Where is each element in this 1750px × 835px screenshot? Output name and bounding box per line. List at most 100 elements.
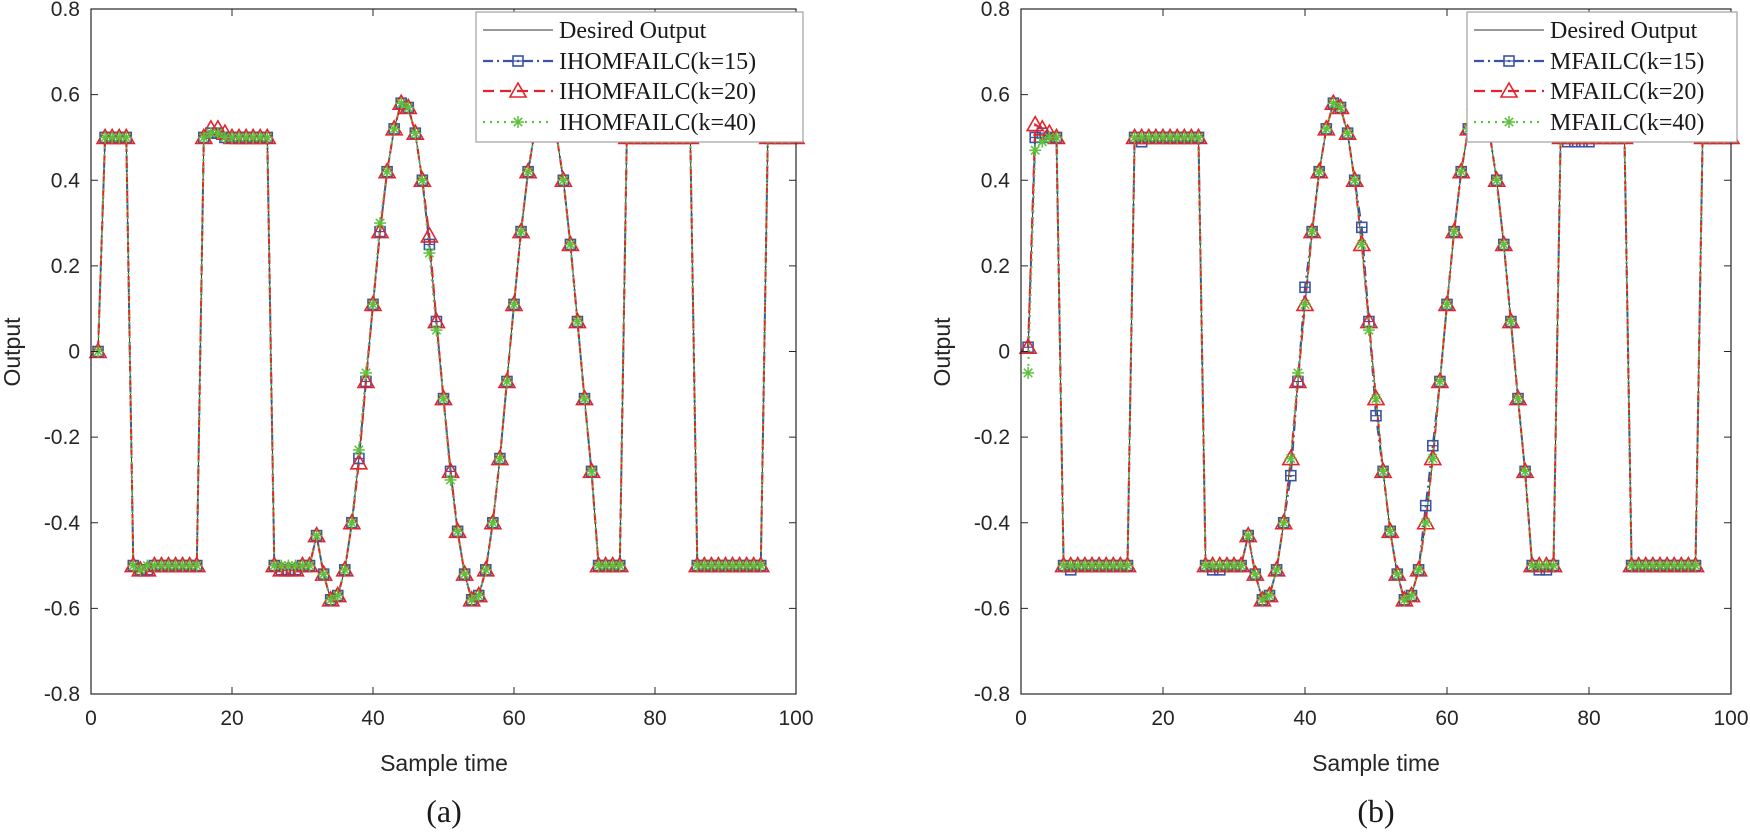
asterisk-stroke — [1286, 453, 1296, 464]
asterisk-marker — [479, 563, 492, 576]
y-tick-label: -0.8 — [44, 683, 80, 706]
asterisk-marker — [1405, 589, 1418, 602]
asterisk-stroke — [1271, 565, 1282, 575]
legend-label: IHOMFAILC(k=20) — [559, 79, 756, 105]
asterisk-stroke — [1229, 560, 1239, 571]
y-tick-label: -0.2 — [974, 426, 1010, 449]
asterisk-stroke — [1172, 132, 1182, 143]
asterisk-stroke — [1144, 132, 1154, 143]
asterisk-marker — [698, 559, 711, 572]
asterisk-marker — [211, 127, 224, 140]
asterisk-marker — [388, 122, 401, 135]
asterisk-stroke — [248, 132, 258, 143]
asterisk-marker — [423, 247, 436, 260]
asterisk-stroke — [692, 560, 703, 571]
asterisk-stroke — [1534, 560, 1545, 571]
asterisk-stroke — [262, 132, 272, 143]
asterisk-stroke — [347, 518, 357, 528]
asterisk-stroke — [509, 299, 519, 310]
asterisk-marker — [1334, 101, 1347, 114]
asterisk-stroke — [1058, 560, 1069, 571]
asterisk-marker — [416, 174, 429, 187]
asterisk-stroke — [1513, 393, 1523, 404]
asterisk-marker — [1448, 225, 1461, 238]
y-tick-label: -0.4 — [974, 512, 1011, 535]
asterisk-marker — [1391, 568, 1404, 581]
asterisk-stroke — [1101, 560, 1111, 571]
x-tick-label: 40 — [1293, 707, 1316, 730]
y-tick-label: -0.4 — [44, 512, 81, 535]
x-tick-label: 80 — [1577, 707, 1600, 730]
asterisk-stroke — [1392, 569, 1403, 579]
asterisk-stroke — [177, 560, 188, 571]
legend-item: MFAILC(k=40) — [1474, 110, 1704, 136]
triangle-marker — [508, 81, 528, 98]
asterisk-stroke — [389, 124, 399, 134]
asterisk-marker — [1377, 465, 1390, 478]
asterisk-stroke — [100, 132, 110, 143]
x-tick-label: 60 — [502, 707, 525, 730]
triangle-marker — [370, 222, 390, 239]
asterisk-marker — [564, 238, 577, 251]
asterisk-stroke — [727, 560, 738, 571]
asterisk-stroke — [699, 560, 710, 571]
asterisk-marker — [1639, 559, 1652, 572]
y-tick-label: 0.2 — [51, 255, 80, 278]
asterisk-stroke — [241, 132, 251, 143]
asterisk-marker — [99, 131, 112, 144]
asterisk-stroke — [1158, 132, 1168, 143]
asterisk-marker — [508, 298, 520, 311]
asterisk-stroke — [1378, 466, 1388, 477]
asterisk-stroke — [1044, 132, 1055, 143]
asterisk-stroke — [445, 475, 456, 485]
asterisk-stroke — [192, 560, 202, 571]
triangle-marker — [356, 371, 376, 389]
x-tick-label: 0 — [85, 707, 97, 730]
asterisk-stroke — [1243, 530, 1253, 541]
asterisk-stroke — [1264, 590, 1275, 601]
axes: 0 20 40 60 80 100 -0.8 -0.6 -0.4 -0.2 0 0.2 0.4 0.6 0.… — [44, 0, 814, 730]
asterisk-stroke — [1293, 368, 1303, 378]
triangle-marker — [349, 453, 369, 470]
asterisk-marker — [493, 452, 506, 465]
asterisk-stroke — [255, 132, 265, 143]
asterisk-stroke — [1215, 560, 1225, 571]
asterisk-stroke — [410, 128, 421, 138]
asterisk-stroke — [199, 132, 209, 143]
asterisk-marker — [512, 116, 524, 128]
asterisk-stroke — [375, 218, 385, 228]
asterisk-stroke — [297, 560, 308, 571]
asterisk-marker — [1341, 127, 1354, 140]
asterisk-marker — [719, 559, 732, 572]
asterisk-stroke — [1307, 226, 1317, 237]
triangle-marker — [420, 226, 439, 243]
asterisk-marker — [374, 217, 387, 230]
asterisk-marker — [1433, 375, 1446, 388]
asterisk-marker — [1121, 559, 1134, 572]
asterisk-stroke — [1357, 239, 1367, 250]
asterisk-stroke — [1250, 569, 1261, 579]
asterisk-stroke — [1491, 175, 1502, 185]
x-tick-label: 60 — [1435, 707, 1458, 730]
asterisk-stroke — [466, 595, 477, 605]
asterisk-stroke — [1420, 518, 1431, 528]
y-tick-label: 0 — [998, 341, 1010, 364]
asterisk-stroke — [756, 560, 766, 571]
asterisk-stroke — [579, 393, 590, 404]
asterisk-marker — [1228, 559, 1240, 572]
asterisk-stroke — [607, 560, 618, 571]
y-tick-label: 0.8 — [981, 0, 1010, 21]
asterisk-stroke — [1506, 316, 1516, 327]
asterisk-stroke — [333, 590, 343, 601]
y-tick-label: -0.8 — [974, 683, 1010, 706]
asterisk-marker — [169, 559, 182, 572]
asterisk-stroke — [304, 560, 315, 571]
asterisk-stroke — [572, 316, 583, 327]
asterisk-stroke — [593, 560, 604, 571]
asterisk-stroke — [1108, 560, 1119, 571]
asterisk-stroke — [184, 560, 195, 571]
asterisk-stroke — [615, 560, 625, 571]
asterisk-marker — [1093, 559, 1106, 572]
asterisk-stroke — [107, 132, 117, 143]
asterisk-stroke — [734, 560, 745, 571]
